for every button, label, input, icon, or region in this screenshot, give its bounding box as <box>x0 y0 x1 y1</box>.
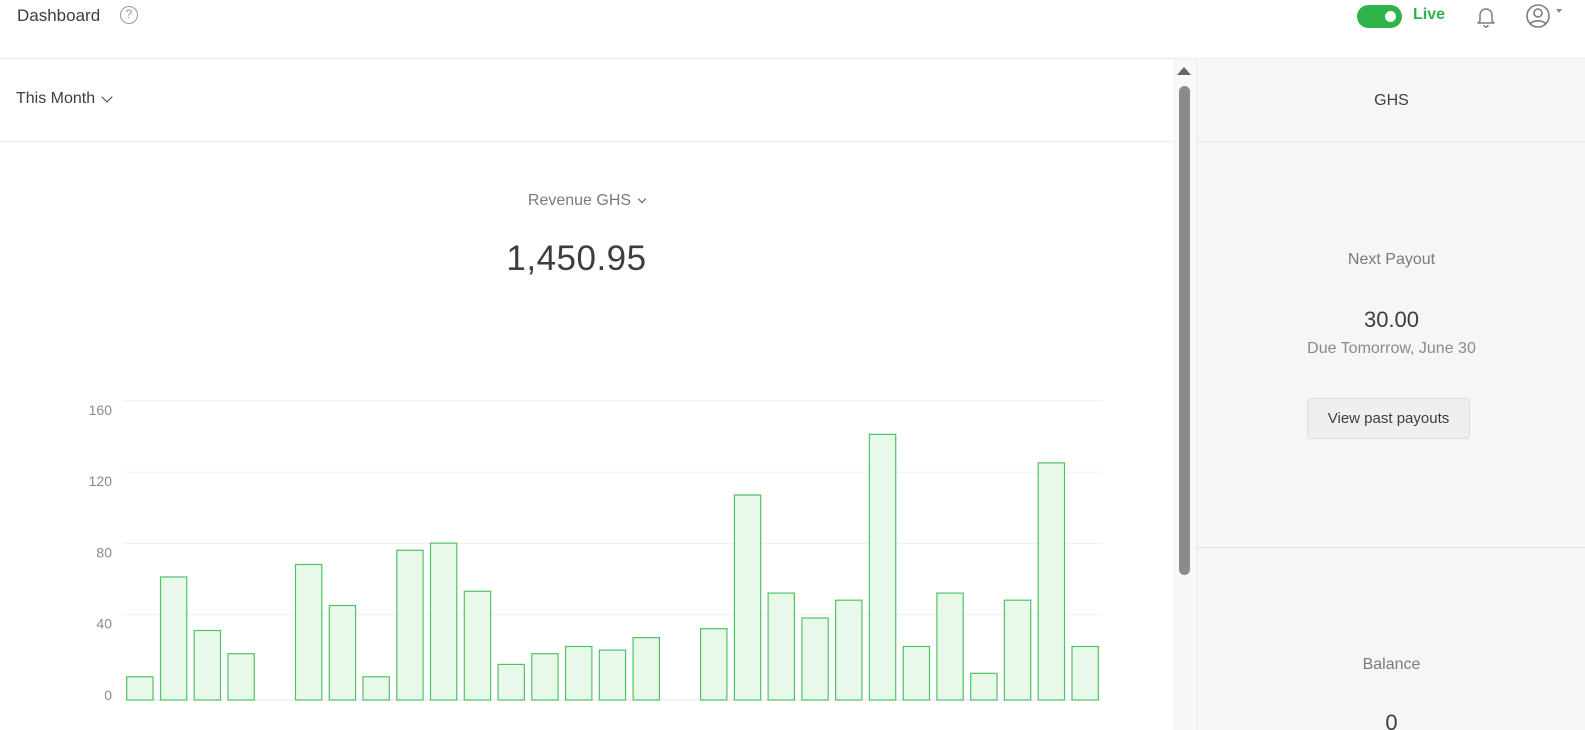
next-payout-label: Next Payout <box>1347 251 1436 268</box>
x-tick-label: Jun 21 <box>779 718 824 719</box>
payout-sidebar: GHS Next Payout 30.00 Due Tomorrow, June… <box>1196 59 1585 730</box>
bar-jun-13[interactable] <box>531 653 559 701</box>
period-dropdown[interactable]: This Month <box>16 90 113 108</box>
bar-jun-16[interactable] <box>632 637 660 701</box>
period-dropdown-label: This Month <box>16 90 96 107</box>
currency-label: GHS <box>1197 59 1585 142</box>
bar-jun-21[interactable] <box>801 617 829 701</box>
scrollbar[interactable] <box>1173 59 1195 730</box>
x-tick-label: Jun 7 <box>314 718 352 719</box>
y-tick-label: 160 <box>89 402 113 418</box>
x-tick-label: Jun 5 <box>246 718 284 719</box>
chevron-down-icon <box>101 91 113 103</box>
x-tick-label: Jun 23 <box>847 718 892 719</box>
page-title: Dashboard <box>17 6 101 25</box>
account-menu-caret-icon[interactable] <box>1556 9 1562 13</box>
top-bar: Dashboard ? Live <box>0 0 1585 59</box>
x-tick-label: Jun 3 <box>179 718 217 719</box>
bar-jun-14[interactable] <box>565 645 593 701</box>
bar-jun-28[interactable] <box>1037 462 1066 701</box>
bar-jun-26[interactable] <box>970 672 998 701</box>
bar-jun-25[interactable] <box>936 592 964 701</box>
period-bar: This Month <box>0 59 1173 142</box>
bar-jun-3[interactable] <box>193 629 222 701</box>
bar-jun-27[interactable] <box>1003 599 1032 701</box>
next-payout-due: Due Tomorrow, June 30 <box>1307 340 1476 357</box>
balance-amount: 0 <box>1385 710 1398 730</box>
bar-jun-19[interactable] <box>733 494 762 701</box>
view-past-payouts-button[interactable]: View past payouts <box>1307 398 1470 439</box>
x-tick-label: Jun 27 <box>982 718 1027 719</box>
x-tick-label: Jun 29 <box>1049 718 1094 719</box>
bar-jun-24[interactable] <box>902 645 931 701</box>
balance-label: Balance <box>1362 656 1421 673</box>
bar-jun-15[interactable] <box>598 649 627 701</box>
bar-jun-1[interactable] <box>126 676 154 701</box>
metric-dropdown[interactable]: Revenue GHS <box>0 192 1173 210</box>
bar-jun-8[interactable] <box>362 676 390 701</box>
bar-jun-7[interactable] <box>328 604 357 701</box>
y-tick-label: 0 <box>104 687 112 703</box>
x-tick-label: Jun 25 <box>914 718 959 719</box>
x-tick-label: Jun 11 <box>442 718 486 719</box>
metric-dropdown-label: Revenue GHS <box>527 192 632 209</box>
scroll-up-arrow-icon[interactable] <box>1177 67 1191 75</box>
next-payout-amount: 30.00 <box>1363 307 1420 332</box>
bar-jun-20[interactable] <box>767 592 795 701</box>
live-mode-toggle[interactable] <box>1357 5 1402 28</box>
revenue-bar-chart: 0 40 80 120 160 Jun 1 Jun 3 Jun 5 Jun 7 Jun 9 Jun … <box>89 400 1102 719</box>
y-tick-label: 40 <box>96 616 112 632</box>
user-circle-icon[interactable] <box>1525 3 1551 29</box>
chevron-down-icon <box>637 194 647 203</box>
bar-jun-11[interactable] <box>463 590 492 701</box>
bar-jun-9[interactable] <box>396 549 424 701</box>
y-tick-label: 80 <box>96 544 112 560</box>
bar-jun-6[interactable] <box>294 563 323 701</box>
bar-jun-12[interactable] <box>497 663 526 701</box>
bar-jun-23[interactable] <box>868 433 897 701</box>
y-tick-label: 120 <box>89 473 113 489</box>
x-tick-label: Jun 19 <box>712 718 757 719</box>
x-tick-label: Jun 1 <box>111 718 149 719</box>
scroll-thumb[interactable] <box>1179 86 1190 575</box>
bar-jun-10[interactable] <box>429 542 458 701</box>
bar-jun-29[interactable] <box>1071 645 1099 701</box>
bar-jun-22[interactable] <box>834 599 863 701</box>
x-tick-label: Jun 17 <box>644 718 689 719</box>
revenue-total: 1,450.95 <box>506 239 647 278</box>
live-label: Live <box>1413 6 1446 23</box>
dashboard-main: This Month Revenue GHS 1,450.95 0 40 80 120… <box>0 59 1173 730</box>
bar-jun-18[interactable] <box>699 628 728 701</box>
x-tick-label: Jun 9 <box>381 718 419 719</box>
sidebar-divider <box>1197 547 1585 548</box>
help-icon[interactable]: ? <box>120 6 138 24</box>
x-tick-label: Jun 15 <box>577 718 622 719</box>
bar-jun-2[interactable] <box>159 576 188 701</box>
bell-icon[interactable] <box>1474 4 1498 28</box>
x-tick-label: Jun 13 <box>509 718 554 719</box>
bar-jun-4[interactable] <box>227 653 255 701</box>
